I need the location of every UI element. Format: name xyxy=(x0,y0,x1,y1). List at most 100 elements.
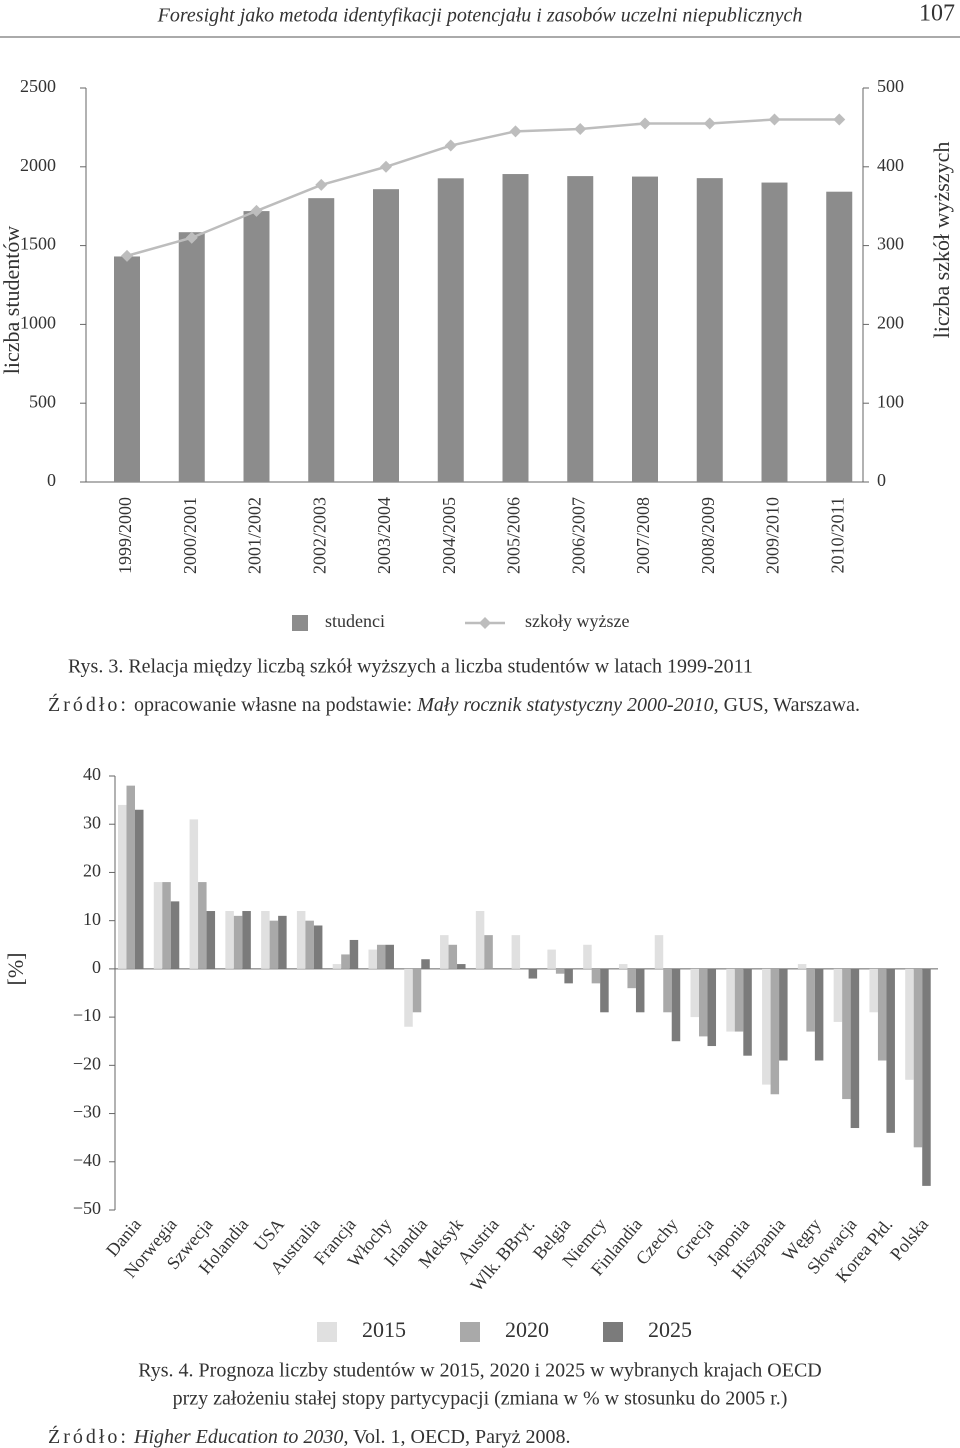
x-tick-label: 2008/2009 xyxy=(698,497,718,574)
bar xyxy=(922,968,931,1186)
y-tick-label: 20 xyxy=(83,861,101,881)
marker xyxy=(185,231,198,244)
bar xyxy=(886,968,895,1133)
bar xyxy=(707,968,717,1047)
bar xyxy=(308,198,335,482)
bar xyxy=(118,804,127,969)
y-tick-label: −50 xyxy=(73,1198,101,1218)
legend-label: 2015 xyxy=(362,1317,406,1342)
bar xyxy=(699,968,708,1037)
bar xyxy=(296,911,306,969)
bar xyxy=(373,189,399,482)
legend-swatch xyxy=(603,1322,623,1342)
y-tick-label: 0 xyxy=(47,470,56,490)
legend-label: studenci xyxy=(325,611,385,631)
line xyxy=(126,118,840,258)
bar xyxy=(153,882,163,969)
bar xyxy=(484,935,493,969)
y2-tick-label: 100 xyxy=(877,391,904,411)
bar xyxy=(412,968,422,1013)
bar xyxy=(206,911,216,969)
bar xyxy=(632,176,658,482)
bar xyxy=(162,882,171,969)
bar xyxy=(734,968,744,1032)
bar xyxy=(502,174,529,482)
bar xyxy=(850,968,860,1129)
bar xyxy=(627,968,636,989)
marker xyxy=(639,117,651,130)
y-tick-label: −10 xyxy=(73,1005,101,1025)
bar xyxy=(826,191,853,482)
bar xyxy=(806,968,815,1032)
bar xyxy=(349,939,359,969)
bar xyxy=(178,232,205,482)
bar xyxy=(671,968,681,1042)
y2-tick-label: 200 xyxy=(877,313,904,333)
y2-axis-title: liczba szkół wyższych xyxy=(929,142,954,339)
y-tick-label: 500 xyxy=(29,391,56,411)
bar xyxy=(385,944,394,969)
bar xyxy=(635,968,645,1013)
y-tick-label: −20 xyxy=(73,1053,101,1073)
bar xyxy=(583,944,592,969)
bar xyxy=(654,935,664,969)
marker xyxy=(250,204,263,217)
bar xyxy=(404,968,413,1027)
bar xyxy=(779,968,788,1061)
bar xyxy=(743,968,752,1056)
y-tick-label: 0 xyxy=(92,957,101,977)
bar xyxy=(600,968,609,1013)
marker xyxy=(121,249,133,262)
y-tick-label: −30 xyxy=(73,1102,101,1122)
legend-label: 2025 xyxy=(648,1317,692,1342)
x-tick-label: 2009/2010 xyxy=(763,497,783,574)
x-tick-label: 2007/2008 xyxy=(633,497,653,574)
bar xyxy=(690,968,700,1018)
x-tick-label: 2005/2006 xyxy=(504,497,524,574)
bar xyxy=(555,968,565,974)
bar xyxy=(242,911,251,969)
x-tick-label: 2006/2007 xyxy=(568,497,588,574)
bar xyxy=(797,964,807,969)
x-tick-label: Polska xyxy=(886,1214,932,1264)
y-tick-label: 30 xyxy=(83,812,101,832)
bar xyxy=(313,925,323,969)
running-header: Foresight jako metoda identyfikacji pote… xyxy=(157,5,803,27)
x-tick-label: 2002/2003 xyxy=(309,497,329,574)
y-tick-label: 1000 xyxy=(20,313,56,333)
bar xyxy=(448,944,458,969)
y-tick-label: 10 xyxy=(83,909,101,929)
bar xyxy=(913,968,923,1148)
bar xyxy=(305,920,314,969)
y2-tick-label: 300 xyxy=(877,234,904,254)
source-text: , GUS, Warszawa. xyxy=(714,694,860,716)
bar xyxy=(842,968,851,1100)
legend-swatch xyxy=(460,1322,480,1342)
bar xyxy=(261,911,270,969)
x-tick-label: 2001/2002 xyxy=(245,497,265,574)
source-text: , Vol. 1, OECD, Paryż 2008. xyxy=(343,1426,570,1448)
source-label: Źródło: xyxy=(48,693,129,716)
bar xyxy=(421,959,430,969)
bar xyxy=(269,920,279,969)
source-text: Mały rocznik statystyczny 2000-2010 xyxy=(416,694,713,716)
marker xyxy=(703,117,716,130)
figure-caption: Rys. 4. Prognoza liczby studentów w 2015… xyxy=(138,1360,822,1382)
bar xyxy=(225,911,234,969)
bar xyxy=(564,968,573,984)
bar xyxy=(332,964,342,969)
legend-label: szkoły wyższe xyxy=(525,611,629,631)
bar xyxy=(869,968,878,1013)
x-tick-label: 2003/2004 xyxy=(374,497,394,574)
x-tick-label: 2010/2011 xyxy=(827,497,847,573)
y-tick-label: 40 xyxy=(83,764,101,784)
bar xyxy=(663,968,672,1013)
y-axis-title: liczba studentów xyxy=(0,226,24,375)
bar xyxy=(528,968,538,979)
bar xyxy=(233,915,243,969)
bar xyxy=(511,935,521,969)
legend-marker xyxy=(479,617,491,629)
bar xyxy=(475,911,485,969)
